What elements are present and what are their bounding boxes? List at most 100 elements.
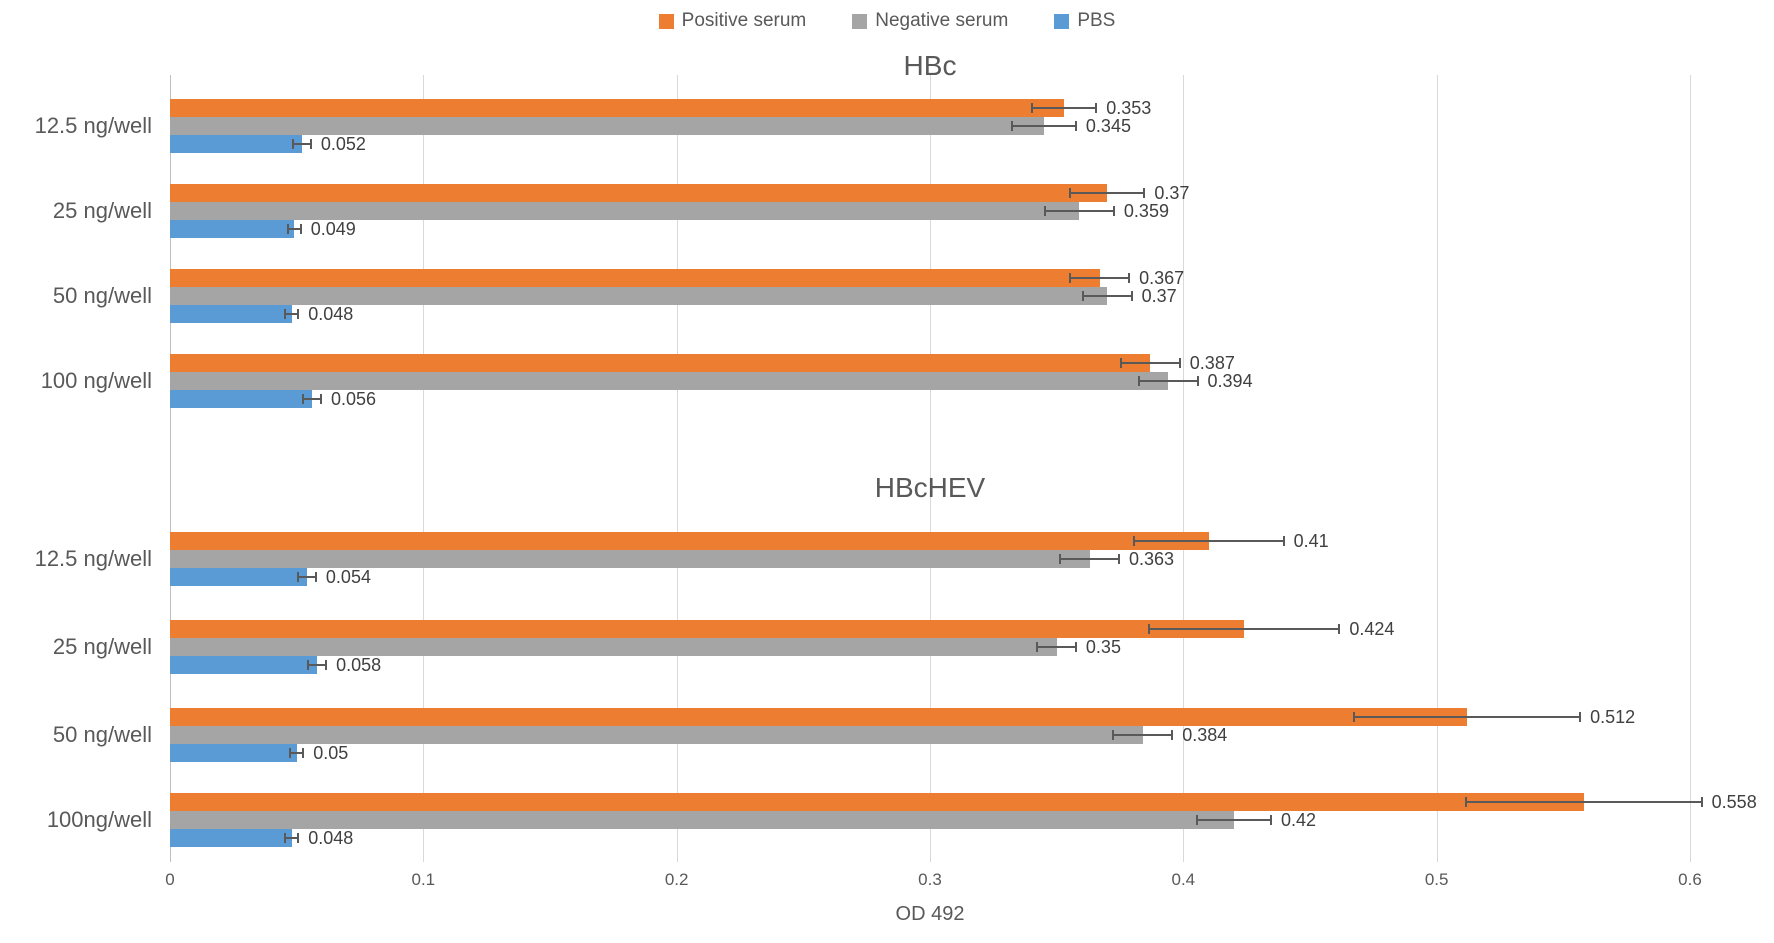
bar-value-label: 0.052 bbox=[320, 134, 366, 154]
bar-value-label: 0.048 bbox=[308, 304, 354, 324]
error-bar bbox=[1353, 712, 1582, 722]
category-label: 50 ng/well bbox=[52, 283, 152, 308]
error-bar-cap bbox=[1147, 624, 1150, 634]
bar-pbs bbox=[170, 568, 307, 586]
bar-value-label: 0.363 bbox=[1129, 549, 1175, 569]
error-bar-cap bbox=[1579, 712, 1582, 722]
gridline bbox=[676, 75, 678, 862]
error-bar-cap bbox=[1178, 358, 1181, 368]
error-bar-cap bbox=[1338, 624, 1341, 634]
bar-negative-serum bbox=[170, 811, 1234, 829]
legend-label: Positive serum bbox=[681, 10, 807, 31]
error-bar-cap bbox=[1112, 730, 1115, 740]
error-bar-cap bbox=[309, 139, 312, 149]
category-label: 25 ng/well bbox=[52, 634, 152, 659]
error-bar-cap bbox=[1282, 536, 1285, 546]
legend-item-negative-serum: Negative serum bbox=[852, 10, 1008, 32]
bar-value-label: 0.424 bbox=[1349, 619, 1395, 639]
category-label: 12.5 ng/well bbox=[34, 113, 152, 138]
error-bar-cap bbox=[1137, 376, 1140, 386]
legend-label: PBS bbox=[1077, 10, 1116, 31]
gridline bbox=[930, 75, 931, 862]
legend-item-pbs: PBS bbox=[1054, 10, 1115, 32]
bar-pbs bbox=[170, 220, 295, 238]
error-bar bbox=[296, 572, 317, 582]
x-tick-label: 0.5 bbox=[1424, 870, 1449, 889]
bar-value-label: 0.394 bbox=[1207, 371, 1253, 391]
bar-value-label: 0.37 bbox=[1154, 183, 1190, 203]
error-bar-cap bbox=[314, 572, 317, 582]
bar-value-label: 0.056 bbox=[331, 389, 377, 409]
bar-value-label: 0.345 bbox=[1085, 116, 1131, 136]
legend-item-positive-serum: Positive serum bbox=[658, 10, 807, 32]
bar-pbs bbox=[170, 305, 292, 323]
error-bar-cap bbox=[1031, 103, 1034, 113]
bar-negative-serum bbox=[170, 726, 1143, 744]
error-bar-cap bbox=[1700, 797, 1703, 807]
error-bar-cap bbox=[284, 309, 286, 319]
positive-serum-swatch-icon bbox=[658, 13, 674, 29]
bar-positive-serum bbox=[170, 184, 1108, 202]
error-bar-cap bbox=[1130, 291, 1133, 301]
x-tick-label: 0.4 bbox=[1171, 870, 1196, 889]
error-bar-cap bbox=[325, 660, 328, 670]
x-tick-label: 0 bbox=[165, 870, 175, 889]
bar-pbs bbox=[170, 656, 317, 674]
error-bar bbox=[1031, 103, 1098, 113]
pbs-swatch-icon bbox=[1054, 13, 1070, 29]
error-bar bbox=[1044, 206, 1115, 216]
bar-value-label: 0.37 bbox=[1141, 286, 1177, 306]
legend-label: Negative serum bbox=[875, 10, 1009, 31]
bar-positive-serum bbox=[170, 269, 1100, 287]
error-bar bbox=[289, 748, 305, 758]
error-bar-cap bbox=[1059, 554, 1062, 564]
error-bar-cap bbox=[1112, 206, 1115, 216]
category-label: 100 ng/well bbox=[40, 368, 152, 393]
error-bar-cap bbox=[1196, 376, 1199, 386]
gridline bbox=[1436, 75, 1438, 862]
bar-value-label: 0.054 bbox=[325, 567, 371, 587]
error-bar bbox=[1112, 730, 1174, 740]
error-bar-cap bbox=[1082, 291, 1084, 301]
error-bar-cap bbox=[289, 748, 292, 758]
error-bar-cap bbox=[1353, 712, 1356, 722]
category-label: 25 ng/well bbox=[52, 198, 152, 223]
error-bar-cap bbox=[1011, 121, 1014, 131]
error-bar-cap bbox=[1069, 188, 1072, 198]
bar-value-label: 0.558 bbox=[1711, 792, 1757, 812]
error-bar-cap bbox=[299, 224, 302, 234]
bar-value-label: 0.058 bbox=[336, 655, 382, 675]
bar-positive-serum bbox=[170, 99, 1065, 117]
x-tick-label: 0.2 bbox=[664, 870, 689, 889]
x-tick-label: 0.3 bbox=[918, 870, 942, 889]
bar-pbs bbox=[170, 135, 302, 153]
error-bar-cap bbox=[1074, 121, 1077, 131]
error-bar bbox=[1036, 642, 1077, 652]
bar-value-label: 0.387 bbox=[1189, 353, 1235, 373]
error-bar-cap bbox=[1069, 273, 1072, 283]
bar-negative-serum bbox=[170, 372, 1169, 390]
bar-value-label: 0.512 bbox=[1590, 707, 1636, 727]
error-bar bbox=[306, 660, 328, 670]
error-bar-cap bbox=[1270, 815, 1272, 825]
error-bar-cap bbox=[284, 833, 286, 843]
bar-negative-serum bbox=[170, 202, 1080, 220]
bar-negative-serum bbox=[170, 287, 1108, 305]
bar-value-label: 0.353 bbox=[1106, 98, 1152, 118]
bar-value-label: 0.049 bbox=[310, 219, 356, 239]
bar-value-label: 0.35 bbox=[1085, 637, 1121, 657]
bar-value-label: 0.367 bbox=[1139, 268, 1185, 288]
bar-positive-serum bbox=[170, 532, 1209, 550]
category-label: 50 ng/well bbox=[52, 722, 152, 747]
error-bar-cap bbox=[1128, 273, 1131, 283]
error-bar bbox=[286, 224, 302, 234]
error-bar-cap bbox=[291, 139, 294, 149]
error-bar bbox=[1069, 273, 1131, 283]
gridline bbox=[170, 75, 171, 862]
error-bar bbox=[1464, 797, 1703, 807]
error-bar-cap bbox=[286, 224, 289, 234]
x-axis-title: OD 492 bbox=[895, 903, 965, 925]
bar-positive-serum bbox=[170, 793, 1584, 811]
gridline bbox=[423, 75, 425, 862]
error-bar-cap bbox=[302, 748, 305, 758]
